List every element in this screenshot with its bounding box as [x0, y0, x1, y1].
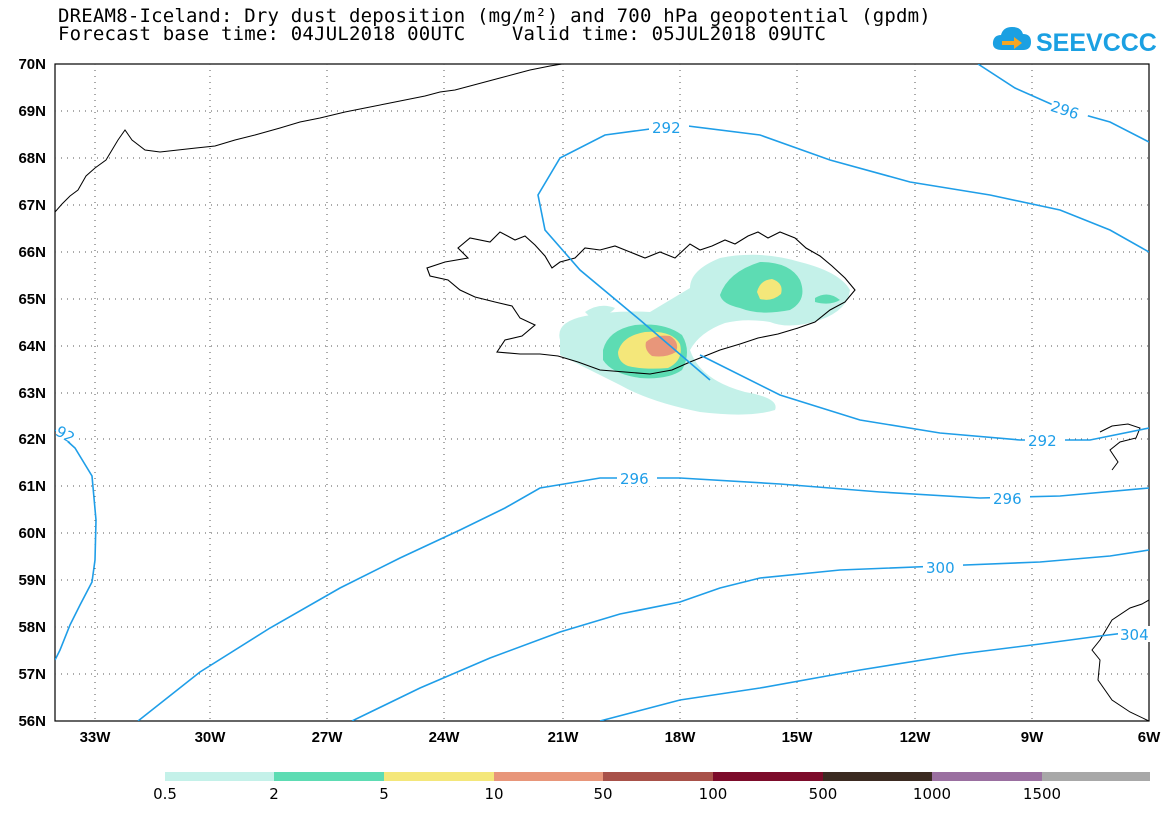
contour-label: 92	[52, 422, 78, 447]
contour-292-south	[699, 354, 1149, 441]
dust-deposition-shading	[559, 254, 850, 415]
legend-swatch	[932, 772, 1042, 781]
lon-label: 30W	[195, 729, 227, 746]
legend-swatch	[603, 772, 713, 781]
contour-296-mid	[137, 477, 1149, 721]
lat-label: 58N	[18, 619, 46, 636]
grid-lines	[55, 64, 1149, 721]
lat-label: 63N	[18, 385, 46, 402]
lat-label: 66N	[18, 244, 46, 261]
lat-label: 67N	[18, 197, 46, 214]
lon-label: 9W	[1021, 729, 1044, 746]
contour-292-west	[55, 429, 97, 661]
lat-label: 65N	[18, 291, 46, 308]
legend-label: 1000	[912, 785, 952, 803]
contour-label: 300	[926, 559, 955, 577]
contour-label: 304	[1120, 626, 1149, 644]
legend-label: 500	[808, 785, 838, 803]
lat-label: 61N	[18, 478, 46, 495]
legend-label: 5	[379, 785, 389, 803]
legend-label: 100	[698, 785, 728, 803]
legend-swatch	[823, 772, 932, 781]
lat-label: 69N	[18, 103, 46, 120]
lon-label: 24W	[429, 729, 461, 746]
lon-label: 6W	[1138, 729, 1161, 746]
greenland-coastline	[55, 64, 563, 213]
dust-area-0.5	[559, 254, 850, 415]
lat-label: 62N	[18, 431, 46, 448]
contour-304	[599, 629, 1149, 721]
lon-label: 18W	[665, 729, 697, 746]
cloud-arrow-icon	[992, 27, 1031, 50]
legend-swatch	[165, 772, 274, 781]
dust-area-2-east-tail	[815, 294, 840, 304]
dust-area-0.5-west	[585, 305, 615, 317]
lat-label: 60N	[18, 525, 46, 542]
lat-label: 64N	[18, 338, 46, 355]
legend-swatch	[1042, 772, 1150, 781]
lat-label: 57N	[18, 666, 46, 683]
legend-label: 2	[269, 785, 279, 803]
contour-300	[351, 549, 1149, 721]
lon-label: 15W	[782, 729, 814, 746]
lon-label: 21W	[548, 729, 580, 746]
lon-label: 33W	[80, 729, 112, 746]
contour-label: 292	[652, 119, 681, 137]
chart-title-line2: Forecast base time: 04JUL2018 00UTC Vali…	[58, 23, 827, 45]
chart-title-line1: DREAM8-Iceland: Dry dust deposition (mg/…	[58, 5, 931, 27]
legend-label: 1500	[1022, 785, 1062, 803]
latitude-labels: 70N 69N 68N 67N 66N 65N 64N 63N 62N 61N …	[18, 56, 46, 730]
contour-label: 296	[993, 490, 1022, 508]
contour-label: 292	[1028, 432, 1057, 450]
lon-label: 27W	[312, 729, 344, 746]
longitude-labels: 33W 30W 27W 24W 21W 18W 15W 12W 9W 6W	[80, 729, 1162, 746]
lat-label: 56N	[18, 713, 46, 730]
legend-label: 0.5	[153, 785, 177, 803]
lon-label: 12W	[900, 729, 932, 746]
legend-colorbar	[165, 772, 1150, 781]
contour-label: 296	[620, 470, 649, 488]
lat-label: 70N	[18, 56, 46, 73]
contour-label: 296	[1048, 97, 1081, 123]
seevccc-logo: SEEVCCC	[992, 27, 1157, 57]
legend-swatch	[384, 772, 494, 781]
logo-text: SEEVCCC	[1036, 29, 1157, 57]
lat-label: 59N	[18, 572, 46, 589]
dust-area-10-south	[645, 335, 678, 357]
lat-label: 68N	[18, 150, 46, 167]
legend-swatch	[274, 772, 384, 781]
legend-swatch	[494, 772, 603, 781]
dust-area-5-east	[757, 279, 782, 300]
faroe-coastline	[1099, 423, 1141, 471]
scotland-coastline	[1091, 599, 1149, 721]
legend-label: 10	[484, 785, 504, 803]
legend-swatch	[713, 772, 823, 781]
legend-label: 50	[593, 785, 613, 803]
iceland-coastline	[426, 231, 856, 375]
